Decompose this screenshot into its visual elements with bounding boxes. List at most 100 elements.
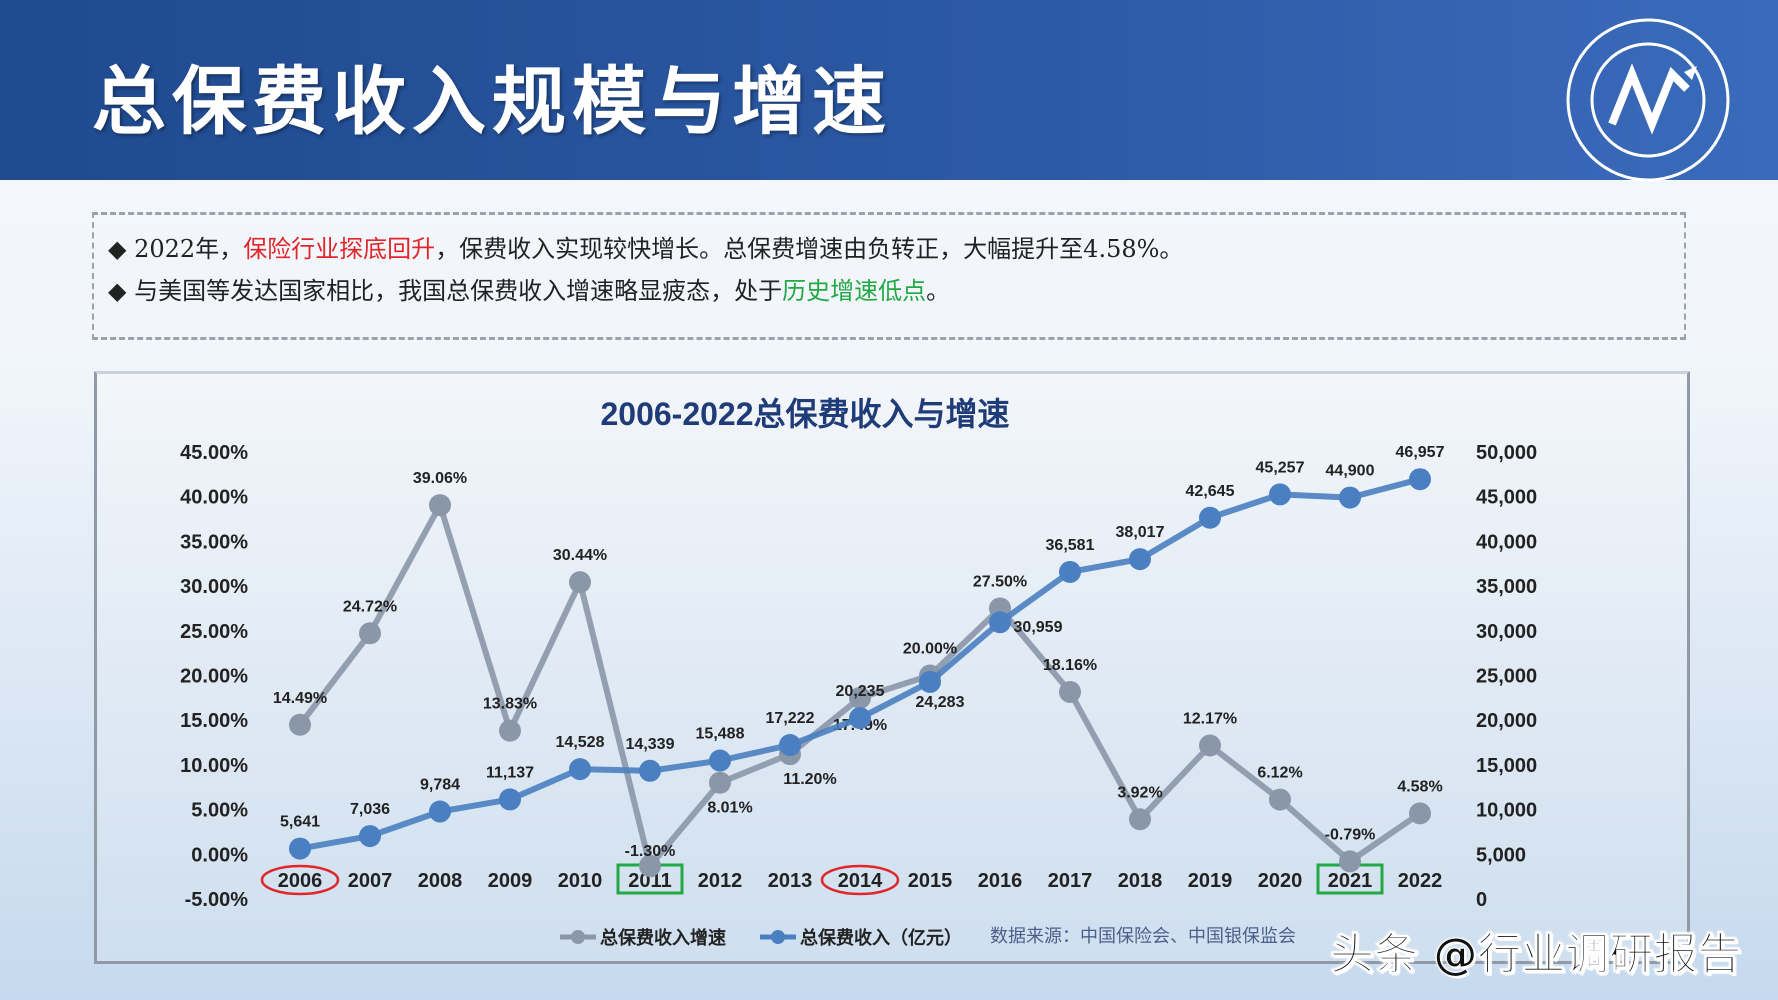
left-axis-tick: 5.00%: [191, 800, 248, 822]
data-label: 38,017: [1116, 524, 1165, 541]
right-axis-tick: 10,000: [1476, 800, 1537, 822]
data-label: 11.20%: [783, 771, 836, 788]
watermark: 头条 @行业调研报告: [1329, 929, 1742, 981]
data-label: 18.16%: [1043, 657, 1097, 674]
data-label: 30.44%: [553, 547, 607, 564]
data-point: [919, 670, 941, 693]
page-title: 总保费收入规模与增速: [92, 59, 892, 145]
data-point: [569, 758, 591, 781]
right-axis-tick: 0: [1476, 889, 1487, 911]
data-point: [989, 611, 1011, 634]
left-axis-tick: 0.00%: [191, 844, 248, 866]
left-axis-tick: -5.00%: [185, 889, 249, 911]
x-axis-tick: 2017: [1048, 870, 1093, 892]
data-label: 13.83%: [483, 696, 537, 713]
data-label: -0.79%: [1325, 826, 1376, 843]
data-point: [1269, 483, 1291, 506]
data-point: [359, 622, 381, 645]
left-axis-tick: 25.00%: [180, 621, 248, 643]
x-axis-tick: 2022: [1398, 870, 1443, 892]
x-axis-tick: 2008: [418, 870, 463, 892]
note-1: ◆ 2022年，保险行业探底回升，保费收入实现较快增长。总保费增速由负转正，大幅…: [108, 235, 1184, 263]
data-label: 24,283: [916, 694, 965, 711]
right-axis-tick: 30,000: [1476, 621, 1537, 643]
right-axis-tick: 45,000: [1476, 487, 1537, 509]
x-axis-tick: 2021: [1328, 870, 1373, 892]
right-axis-tick: 15,000: [1476, 755, 1537, 777]
data-label: 20,235: [836, 683, 885, 700]
data-label: 36,581: [1046, 537, 1095, 554]
right-axis-tick: 5,000: [1476, 844, 1526, 866]
x-axis-tick: 2014: [838, 870, 883, 892]
data-label: -1.30%: [625, 843, 676, 860]
left-axis-tick: 45.00%: [180, 442, 248, 464]
data-label: 46,957: [1396, 444, 1445, 461]
highlight-ellipse: [820, 864, 900, 896]
right-axis-tick: 25,000: [1476, 666, 1537, 688]
data-point: [429, 800, 451, 823]
data-point: [709, 771, 731, 794]
x-axis-tick: 2006: [278, 870, 323, 892]
right-axis-tick: 20,000: [1476, 710, 1537, 732]
left-axis-tick: 10.00%: [180, 755, 248, 777]
left-axis-tick: 20.00%: [180, 666, 248, 688]
data-label: 7,036: [350, 801, 390, 818]
data-point: [1409, 802, 1431, 825]
data-label: 39.06%: [413, 470, 467, 487]
research-center-logo: [1566, 18, 1730, 182]
data-label: 6.12%: [1257, 765, 1302, 782]
right-axis-tick: 35,000: [1476, 576, 1537, 598]
highlight-ellipse: [260, 864, 340, 896]
data-label: 27.50%: [973, 573, 1027, 590]
data-label: 30,959: [1014, 619, 1063, 636]
x-axis-tick: 2019: [1188, 870, 1233, 892]
data-label: 3.92%: [1117, 784, 1162, 801]
data-label: 14.49%: [273, 690, 327, 707]
left-axis-tick: 35.00%: [180, 531, 248, 553]
data-point: [1269, 788, 1291, 811]
x-axis-tick: 2012: [698, 870, 743, 892]
data-point: [1129, 808, 1151, 831]
x-axis-tick: 2009: [488, 870, 533, 892]
data-point: [499, 719, 521, 742]
legend-marker: [571, 930, 585, 944]
x-axis-tick: 2020: [1258, 870, 1303, 892]
data-point: [1339, 486, 1361, 509]
data-point: [849, 686, 871, 709]
left-axis-tick: 30.00%: [180, 576, 248, 598]
x-axis-tick: 2011: [628, 870, 671, 892]
data-source: 数据来源：中国保险会、中国银保监会: [990, 926, 1296, 947]
data-label: 17,222: [766, 710, 815, 727]
x-axis-tick: 2015: [908, 870, 953, 892]
legend-label: 总保费收入增速: [600, 927, 726, 949]
data-point: [1199, 506, 1221, 529]
left-axis-tick: 15.00%: [180, 710, 248, 732]
data-label: 14,528: [556, 734, 605, 751]
data-label: 14,339: [626, 736, 675, 753]
data-label: 15,488: [696, 726, 745, 743]
data-point: [1059, 560, 1081, 583]
data-label: 20.00%: [903, 641, 957, 658]
header-banner: 总保费收入规模与增速: [0, 0, 1778, 182]
data-point: [1059, 680, 1081, 703]
data-point: [639, 854, 661, 877]
data-label: 9,784: [420, 777, 460, 794]
data-point: [639, 759, 661, 782]
data-label: 24.72%: [343, 598, 397, 615]
data-point: [289, 713, 311, 736]
series-line: [299, 476, 1421, 852]
data-point: [709, 749, 731, 772]
data-label: 8.01%: [707, 800, 752, 817]
data-label: 11,137: [486, 764, 534, 781]
summary-notes: ◆ 2022年，保险行业探底回升，保费收入实现较快增长。总保费增速由负转正，大幅…: [92, 212, 1686, 340]
data-label: 4.58%: [1397, 778, 1442, 795]
data-point: [1129, 548, 1151, 571]
legend-label: 总保费收入（亿元）: [800, 927, 962, 949]
data-label: 5,641: [280, 814, 320, 831]
data-point: [289, 837, 311, 860]
data-point: [499, 788, 521, 811]
data-point: [429, 494, 451, 517]
data-label: 42,645: [1186, 483, 1235, 500]
x-axis-tick: 2018: [1118, 870, 1163, 892]
